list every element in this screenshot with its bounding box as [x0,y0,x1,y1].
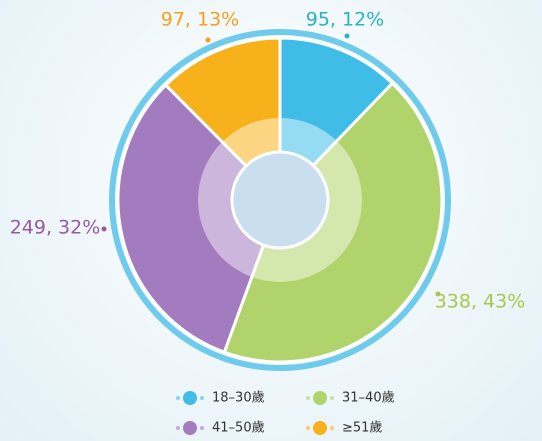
legend-dot [200,396,204,400]
label-dot [101,226,107,232]
legend-swatch [313,391,327,405]
legend-dot [330,396,334,400]
legend-dot [176,426,180,430]
legend-dot [306,396,310,400]
legend-dot [200,426,204,430]
legend-dot [306,426,310,430]
value-label: 97, 13% [161,9,240,31]
legend-swatch [183,421,197,435]
label-dot [205,37,211,43]
legend-label: 41–50歲 [212,421,265,436]
legend-label: 18–30歲 [212,391,265,406]
value-label: 338, 43% [435,291,526,313]
pie-slice [222,81,444,364]
value-label: 95, 12% [306,9,385,31]
outer-ring [109,29,451,371]
value-label: 249, 32% [10,217,101,239]
legend-dot [176,396,180,400]
legend-swatch [313,421,327,435]
legend-swatch [183,391,197,405]
label-dot [435,291,441,297]
pie-slice [116,82,282,355]
center-circle [230,150,330,250]
label-dot [344,33,350,39]
legend-dot [330,426,334,430]
pie-slice [163,36,282,204]
legend-label: 31–40歲 [342,391,395,406]
legend-label: ≥51歲 [342,421,382,436]
